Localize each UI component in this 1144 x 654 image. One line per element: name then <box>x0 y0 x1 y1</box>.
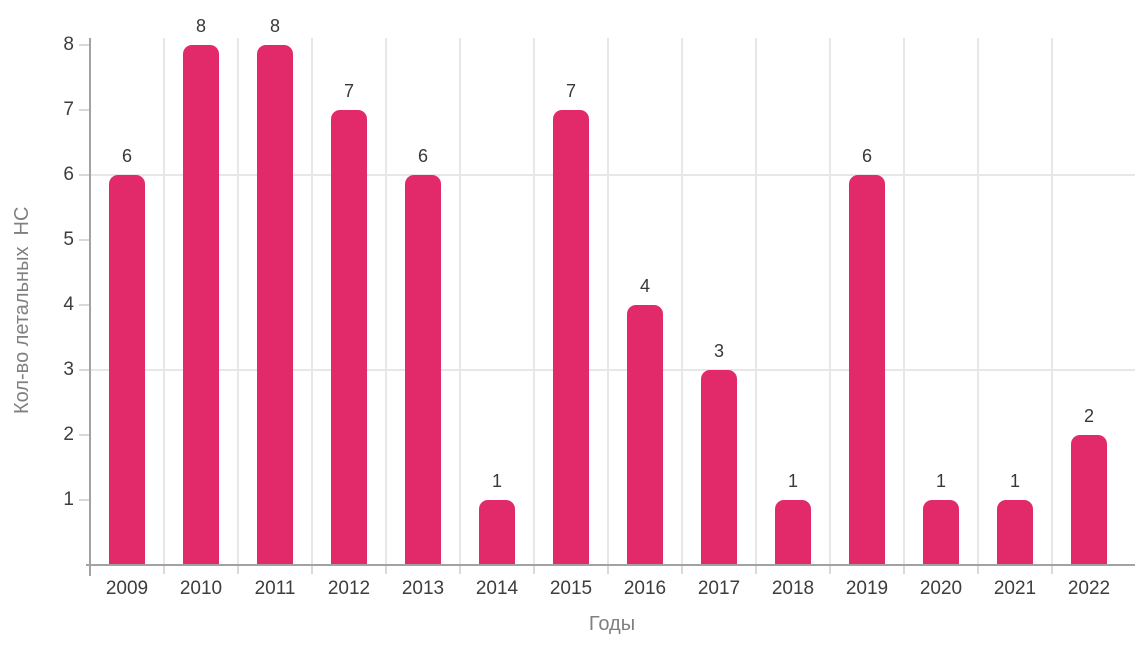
x-tick-label: 2022 <box>1067 578 1111 599</box>
vertical-gridline <box>385 38 387 565</box>
x-axis-title: Годы <box>588 613 636 635</box>
x-tick-label: 2015 <box>549 578 593 599</box>
bar[interactable] <box>553 110 589 564</box>
bar[interactable] <box>775 500 811 564</box>
x-axis-tick <box>681 565 683 574</box>
horizontal-gridline <box>90 369 1135 371</box>
y-tick-label: 5 <box>63 229 74 250</box>
vertical-gridline <box>237 38 239 565</box>
x-axis-tick <box>755 565 757 574</box>
bar-value-label: 4 <box>639 276 650 296</box>
bar[interactable] <box>701 370 737 564</box>
x-tick-label: 2016 <box>623 578 667 599</box>
y-tick-label: 3 <box>63 359 74 380</box>
vertical-gridline <box>311 38 313 565</box>
bar[interactable] <box>627 305 663 564</box>
x-tick-label: 2020 <box>919 578 963 599</box>
y-tick-label: 4 <box>63 294 74 315</box>
bar-value-label: 2 <box>1083 406 1094 426</box>
horizontal-gridline <box>90 174 1135 176</box>
y-tick-label: 6 <box>63 164 74 185</box>
vertical-gridline <box>977 38 979 565</box>
y-axis-tick <box>79 499 90 501</box>
x-tick-label: 2018 <box>771 578 815 599</box>
x-tick-label: 2014 <box>475 578 519 599</box>
bar-value-label: 1 <box>787 471 798 491</box>
bar[interactable] <box>479 500 515 564</box>
y-axis-line <box>89 38 91 576</box>
x-axis-tick <box>237 565 239 574</box>
bar-value-label: 6 <box>121 146 132 166</box>
x-axis-tick <box>977 565 979 574</box>
y-axis-tick <box>79 369 90 371</box>
x-tick-label: 2013 <box>401 578 445 599</box>
x-tick-label: 2012 <box>327 578 371 599</box>
vertical-gridline <box>459 38 461 565</box>
x-tick-label: 2019 <box>845 578 889 599</box>
y-tick-label: 8 <box>63 34 74 55</box>
y-axis-tick <box>79 174 90 176</box>
bar[interactable] <box>1071 435 1107 564</box>
vertical-gridline <box>163 38 165 565</box>
y-axis-tick <box>79 239 90 241</box>
bar[interactable] <box>849 175 885 564</box>
bar-value-label: 8 <box>195 16 206 36</box>
y-tick-label: 1 <box>63 489 74 510</box>
bar-value-label: 7 <box>565 81 576 101</box>
x-axis-line <box>86 564 1135 566</box>
x-tick-label: 2021 <box>993 578 1037 599</box>
x-tick-label: 2017 <box>697 578 741 599</box>
y-axis-tick <box>79 434 90 436</box>
x-tick-label: 2009 <box>105 578 149 599</box>
x-axis-tick <box>1051 565 1053 574</box>
bar[interactable] <box>183 45 219 564</box>
vertical-gridline <box>681 38 683 565</box>
vertical-gridline <box>607 38 609 565</box>
bar[interactable] <box>405 175 441 564</box>
vertical-gridline <box>829 38 831 565</box>
bar-value-label: 6 <box>417 146 428 166</box>
vertical-gridline <box>533 38 535 565</box>
y-axis-tick <box>79 304 90 306</box>
bar-value-label: 6 <box>861 146 872 166</box>
bar[interactable] <box>923 500 959 564</box>
bar-value-label: 7 <box>343 81 354 101</box>
bar[interactable] <box>331 110 367 564</box>
y-axis-tick <box>79 109 90 111</box>
vertical-gridline <box>755 38 757 565</box>
x-axis-tick <box>163 565 165 574</box>
bar-value-label: 1 <box>935 471 946 491</box>
x-axis-tick <box>607 565 609 574</box>
bar[interactable] <box>257 45 293 564</box>
y-tick-label: 2 <box>63 424 74 445</box>
y-axis-tick <box>79 44 90 46</box>
vertical-gridline <box>1051 38 1053 565</box>
bar-value-label: 8 <box>269 16 280 36</box>
x-tick-label: 2010 <box>179 578 223 599</box>
x-axis-tick <box>385 565 387 574</box>
bar[interactable] <box>109 175 145 564</box>
bar-value-label: 1 <box>1009 471 1020 491</box>
x-axis-tick <box>459 565 461 574</box>
bar[interactable] <box>997 500 1033 564</box>
x-axis-tick <box>311 565 313 574</box>
x-axis-tick <box>533 565 535 574</box>
bar-value-label: 1 <box>491 471 502 491</box>
bar-value-label: 3 <box>713 341 724 361</box>
x-axis-tick <box>903 565 905 574</box>
x-tick-label: 2011 <box>254 578 296 599</box>
vertical-gridline <box>903 38 905 565</box>
y-tick-label: 7 <box>63 99 74 120</box>
x-axis-tick <box>829 565 831 574</box>
y-axis-title: Кол-во летальных НС <box>11 206 33 414</box>
